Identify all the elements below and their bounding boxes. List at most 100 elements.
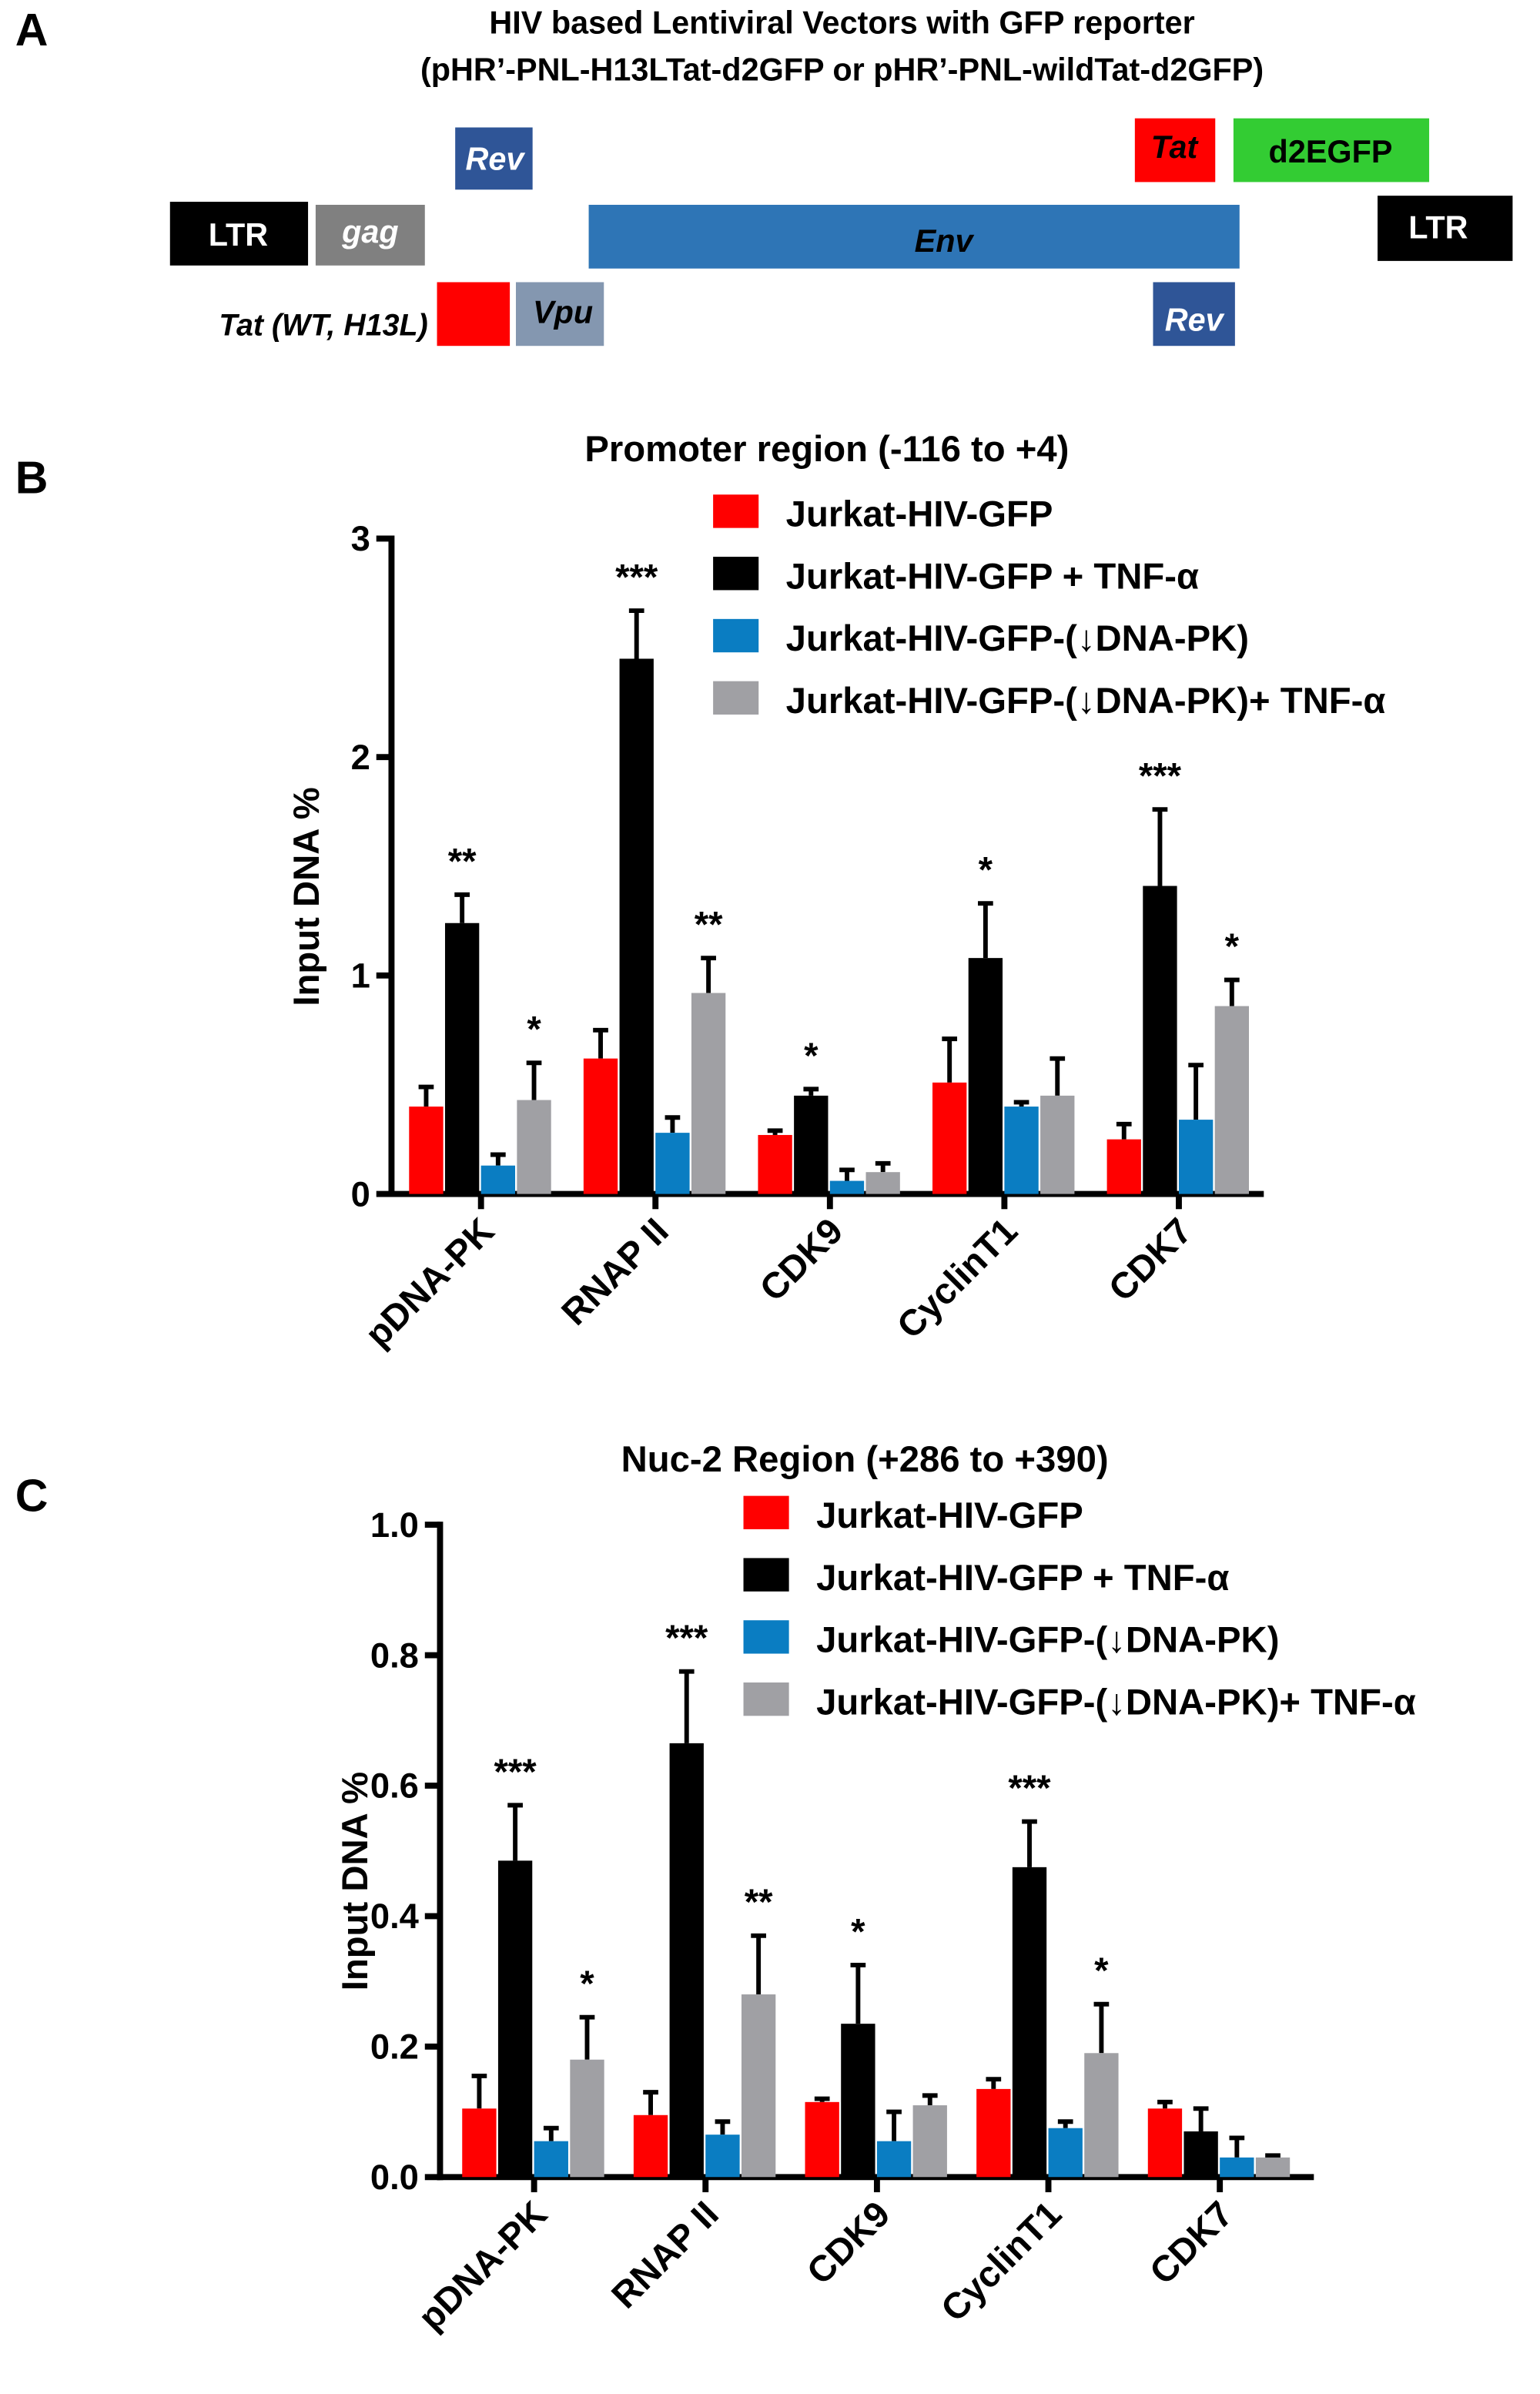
x-tick-label: pDNA-PK	[357, 1210, 502, 1355]
y-tick-label: 0.8	[370, 1636, 419, 1675]
significance-label: ***	[1139, 756, 1182, 797]
y-tick-label: 1.0	[370, 1505, 419, 1545]
panel-a-title-line2: (pHR’-PNL-H13LTat-d2GFP or pHR’-PNL-wild…	[420, 52, 1264, 87]
y-tick-label: 0.0	[370, 2158, 419, 2197]
y-tick-label: 0.6	[370, 1766, 419, 1806]
significance-label: *	[804, 1036, 819, 1076]
x-tick-label: RNAP II	[604, 2194, 726, 2316]
bar	[968, 958, 1003, 1194]
tat-top-label: Tat	[1151, 129, 1200, 165]
bar	[444, 922, 480, 1194]
significance-label: *	[580, 1964, 594, 2004]
bar	[758, 1134, 792, 1194]
significance-label: ***	[615, 557, 658, 598]
significance-label: *	[851, 1911, 865, 1952]
panel-letter: B	[15, 451, 49, 503]
ltr-left-box	[169, 202, 309, 266]
bar	[462, 2108, 497, 2178]
bar	[1220, 2157, 1254, 2178]
legend-label: Jurkat-HIV-GFP + TNF-α	[786, 556, 1199, 597]
bar	[1012, 1867, 1047, 2178]
ltr-right-label: LTR	[1408, 209, 1468, 245]
bar	[1178, 1120, 1214, 1194]
significance-label: **	[695, 905, 723, 946]
gag-box	[315, 204, 425, 266]
panel-a-title-line1: HIV based Lentiviral Vectors with GFP re…	[489, 5, 1194, 40]
bar	[1106, 1139, 1141, 1194]
legend-swatch	[713, 681, 759, 715]
legend-swatch	[713, 557, 759, 591]
tat-top-box	[1134, 118, 1216, 182]
legend-swatch	[743, 1495, 789, 1529]
significance-label: ***	[494, 1752, 537, 1793]
bar	[1040, 1095, 1075, 1194]
bar	[1048, 2128, 1083, 2178]
d2egfp-box	[1233, 118, 1430, 182]
d2egfp-label: d2EGFP	[1269, 134, 1393, 169]
bar	[1004, 1107, 1039, 1194]
bar	[1143, 886, 1177, 1194]
legend-swatch	[743, 1620, 789, 1654]
legend-swatch	[743, 1558, 789, 1592]
bar	[633, 2114, 668, 2178]
y-tick-label: 0.2	[370, 2027, 419, 2067]
env-box	[588, 204, 1240, 269]
bar	[865, 1172, 900, 1194]
y-tick-label: 3	[351, 519, 370, 558]
bar	[829, 1180, 865, 1194]
bar	[912, 2105, 947, 2178]
bar	[480, 1165, 516, 1194]
bar	[876, 2141, 912, 2178]
bar	[805, 2101, 839, 2178]
bar	[1214, 1006, 1249, 1194]
x-tick-label: CDK9	[799, 2194, 898, 2292]
bar	[932, 1082, 967, 1194]
env-label: Env	[915, 223, 975, 259]
y-tick-label: 0.4	[370, 1897, 419, 1936]
legend-label: Jurkat-HIV-GFP	[816, 1495, 1083, 1536]
bar	[976, 2088, 1011, 2178]
rev-top-box	[455, 127, 533, 190]
significance-label: ***	[665, 1618, 708, 1659]
bar	[497, 1860, 533, 2178]
bar	[1183, 2131, 1218, 2178]
significance-label: ***	[1008, 1768, 1051, 1809]
ltr-right-box	[1378, 196, 1513, 261]
panel-letter: C	[15, 1469, 49, 1521]
x-tick-label: CDK9	[752, 1210, 851, 1309]
bar	[669, 1743, 704, 2178]
bar	[583, 1058, 618, 1194]
significance-label: **	[448, 841, 477, 882]
x-tick-label: pDNA-PK	[410, 2194, 555, 2339]
x-tick-label: CDK7	[1142, 2194, 1240, 2292]
bar	[691, 993, 726, 1194]
tat-variant-label: Tat (WT, H13L)	[219, 308, 427, 342]
vpu-box	[515, 282, 604, 347]
significance-label: *	[1225, 926, 1240, 967]
bar	[1147, 2108, 1183, 2178]
legend-label: Jurkat-HIV-GFP	[786, 494, 1053, 535]
legend-swatch	[713, 618, 759, 653]
significance-label: *	[527, 1009, 541, 1050]
rev-top-label: Rev	[465, 142, 525, 177]
significance-label: **	[745, 1882, 773, 1923]
legend-label: Jurkat-HIV-GFP-(↓DNA-PK)+ TNF-α	[786, 681, 1386, 722]
legend-swatch	[743, 1682, 789, 1716]
x-tick-label: CyclinT1	[933, 2194, 1070, 2330]
x-tick-label: CyclinT1	[889, 1210, 1026, 1347]
significance-label: *	[979, 850, 993, 891]
rev-bottom-label: Rev	[1165, 303, 1225, 338]
bar	[409, 1107, 444, 1194]
rev-bottom-box	[1153, 282, 1235, 347]
panel-c-chart: C Nuc-2 Region (+286 to +390) Jurkat-HIV-G…	[15, 1439, 1416, 2339]
legend-label: Jurkat-HIV-GFP + TNF-α	[816, 1558, 1229, 1599]
tat-box	[437, 282, 511, 347]
gag-label: gag	[341, 214, 399, 249]
x-tick-label: CDK7	[1101, 1210, 1200, 1309]
chart-title: Nuc-2 Region (+286 to +390)	[621, 1439, 1109, 1480]
bar	[517, 1100, 551, 1194]
significance-label: *	[1094, 1950, 1109, 1991]
y-tick-label: 0	[351, 1174, 370, 1214]
legend-label: Jurkat-HIV-GFP-(↓DNA-PK)	[786, 618, 1249, 659]
y-axis-label: Input DNA %	[286, 787, 327, 1006]
